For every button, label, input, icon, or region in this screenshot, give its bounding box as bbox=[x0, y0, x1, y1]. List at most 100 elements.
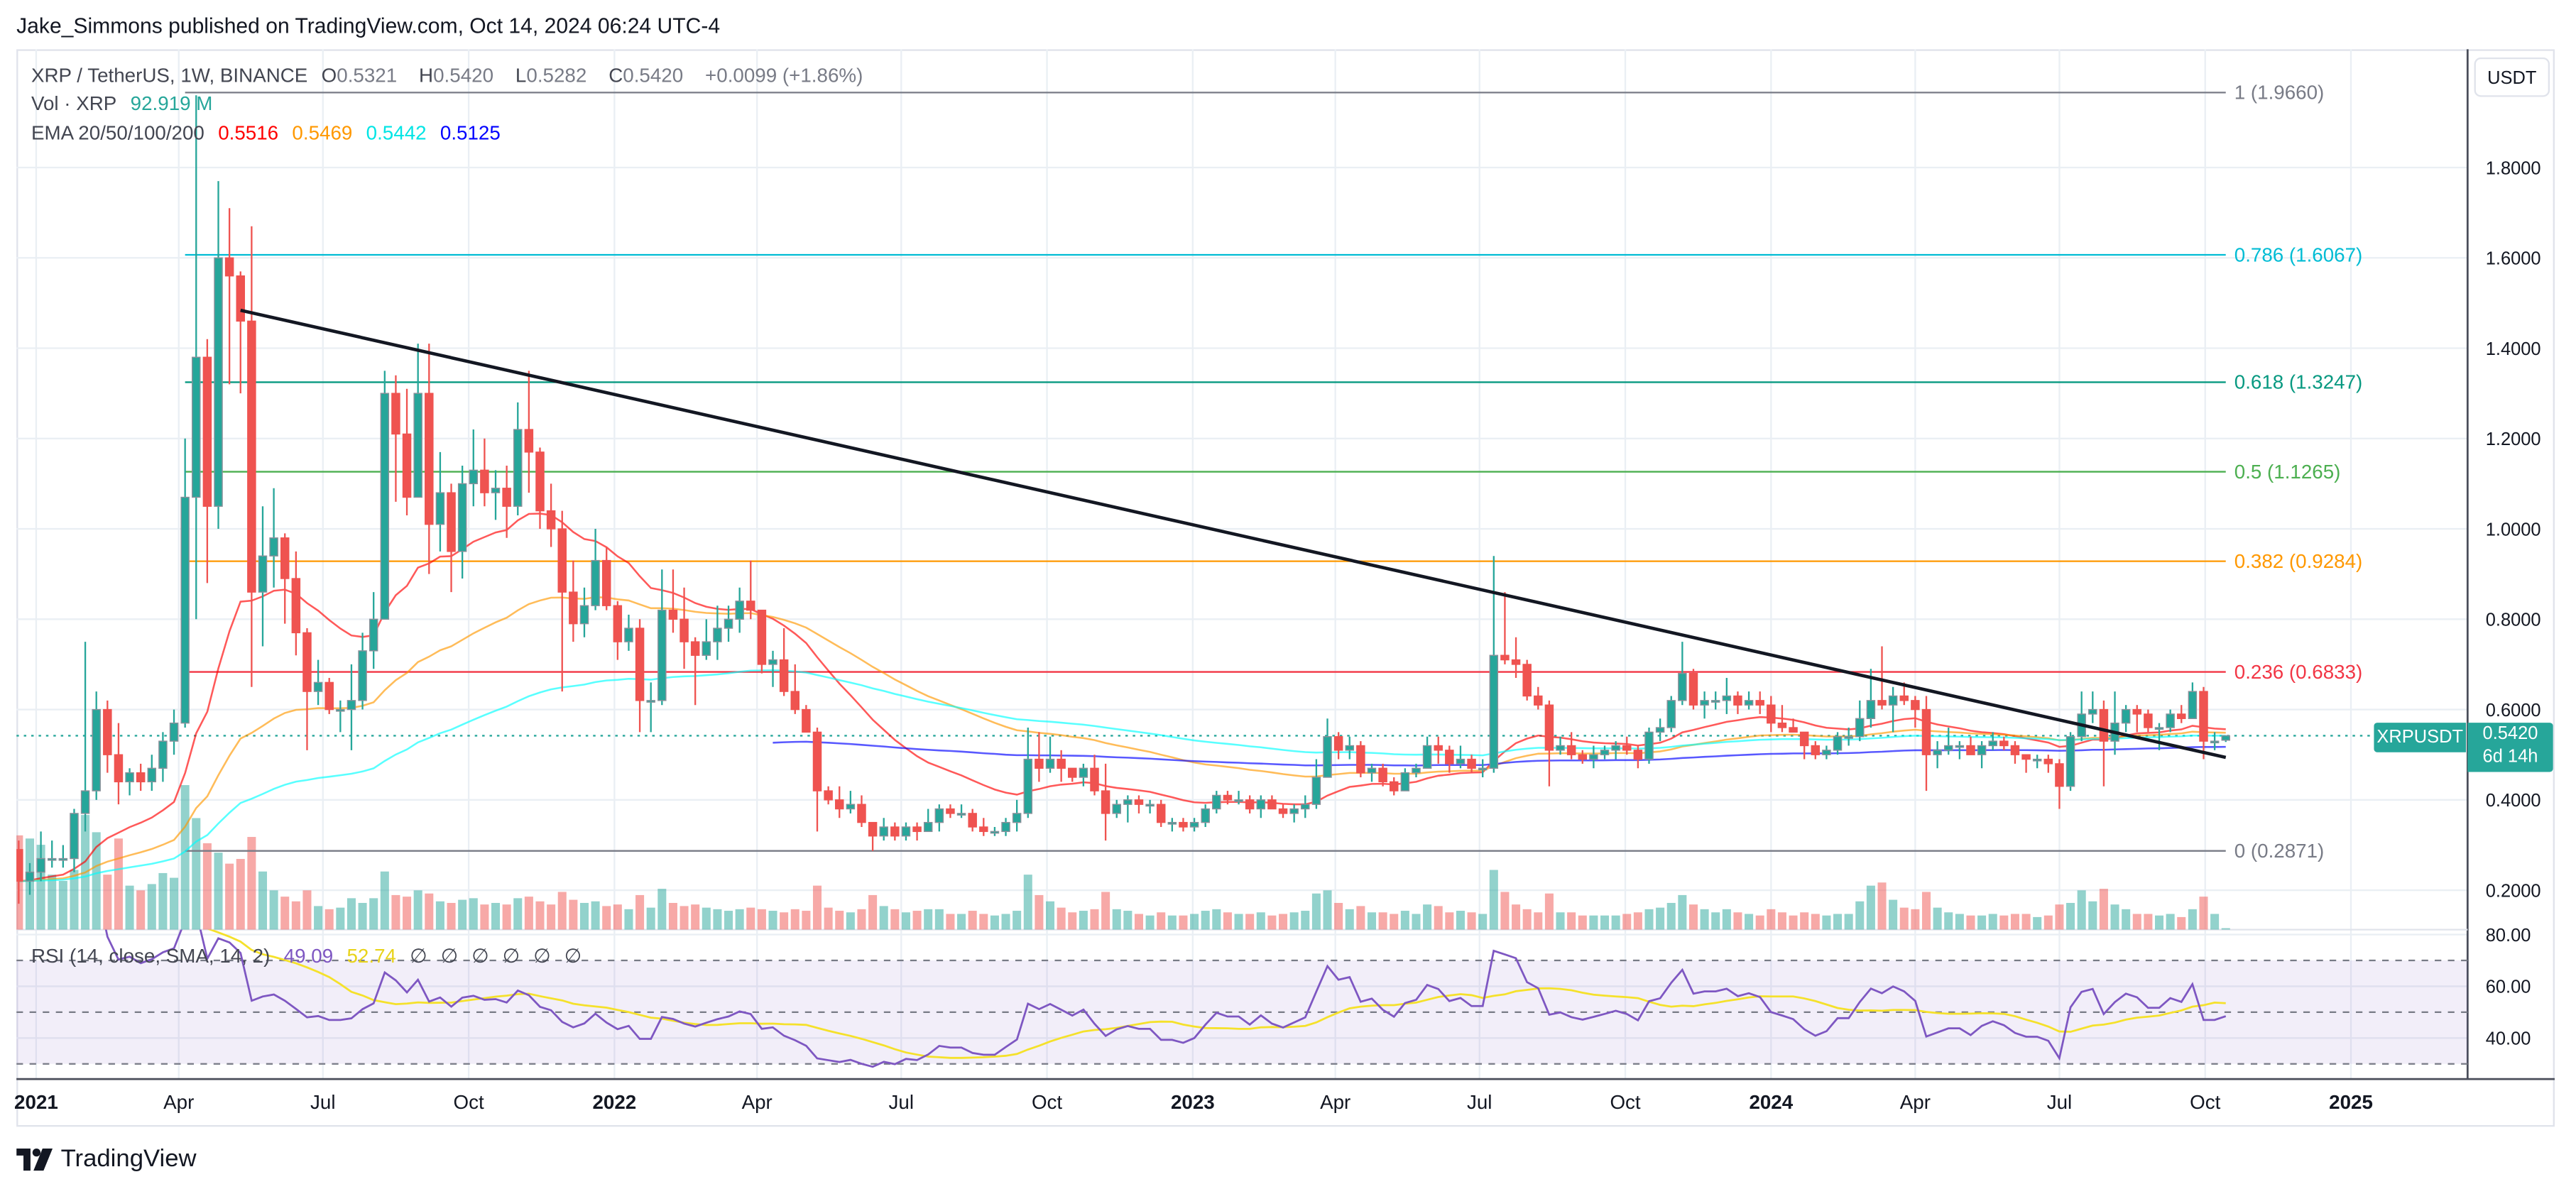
volume-bar bbox=[946, 914, 955, 930]
candle-body bbox=[103, 708, 112, 755]
volume-bar bbox=[158, 872, 168, 930]
volume-bar bbox=[380, 871, 389, 930]
volume-bar bbox=[812, 885, 822, 930]
candle bbox=[569, 560, 578, 642]
candle-body bbox=[1877, 700, 1887, 706]
candle bbox=[535, 447, 545, 530]
candle-body bbox=[912, 826, 922, 833]
rsi-label[interactable]: RSI (14, close, SMA, 14, 2) bbox=[31, 944, 271, 968]
candle-body bbox=[901, 826, 911, 837]
grid bbox=[16, 49, 2468, 1080]
candle-body bbox=[2121, 708, 2131, 724]
volume-bar bbox=[2110, 904, 2119, 930]
candle bbox=[413, 344, 422, 498]
candle bbox=[601, 547, 611, 610]
candle-body bbox=[1023, 758, 1033, 814]
volume-bar bbox=[802, 911, 811, 930]
candle bbox=[680, 587, 689, 669]
symbol-legend: XRP / TetherUS, 1W, BINANCE O0.5321 H0.5… bbox=[31, 64, 871, 87]
fib-level-label: 0.618 (1.3247) bbox=[2234, 371, 2363, 393]
candle-body bbox=[1767, 704, 1776, 724]
candle bbox=[713, 606, 722, 660]
volume-bar bbox=[48, 875, 57, 930]
candle bbox=[1722, 678, 1732, 714]
volume-bar bbox=[890, 909, 900, 930]
candle bbox=[92, 691, 101, 800]
candle-body bbox=[313, 681, 323, 692]
candle bbox=[1943, 728, 1953, 755]
volume-bar bbox=[2122, 909, 2131, 930]
volume-bar bbox=[691, 904, 700, 930]
volume-bar bbox=[901, 912, 910, 930]
candle-body bbox=[2144, 713, 2153, 728]
volume-bar bbox=[1467, 912, 1476, 930]
candle bbox=[1833, 732, 1843, 755]
candle bbox=[2065, 732, 2075, 791]
candle bbox=[1767, 696, 1776, 733]
rsi-tick-label: 40.00 bbox=[2486, 1029, 2531, 1049]
candle-body bbox=[2177, 713, 2186, 719]
candle-body bbox=[480, 469, 489, 493]
rsi-empty-value: ∅ bbox=[410, 944, 427, 968]
volume-bar bbox=[1700, 909, 1709, 930]
volume-bar bbox=[1678, 894, 1687, 930]
volume-bar bbox=[1400, 911, 1409, 930]
volume-bar bbox=[1134, 914, 1143, 930]
volume-bar bbox=[924, 909, 933, 930]
volume-bar bbox=[1013, 911, 1022, 930]
ema-label[interactable]: EMA 20/50/100/200 bbox=[31, 121, 204, 145]
rsi-empty-value: ∅ bbox=[502, 944, 520, 968]
symbol-title[interactable]: XRP / TetherUS, 1W, BINANCE bbox=[31, 64, 308, 87]
candle-body bbox=[524, 429, 534, 453]
candle-body bbox=[579, 605, 589, 625]
volume-bar bbox=[1899, 907, 1909, 930]
candle bbox=[447, 483, 456, 593]
volume-bar bbox=[957, 914, 966, 930]
volume-bar bbox=[336, 907, 345, 930]
fib-level-label: 1 (1.9660) bbox=[2234, 82, 2325, 104]
volume-bar bbox=[1167, 915, 1177, 930]
candle bbox=[1755, 691, 1764, 714]
ema100-value: 0.5442 bbox=[366, 121, 427, 145]
candle bbox=[1412, 763, 1421, 778]
tradingview-logo[interactable]: TradingView bbox=[16, 1145, 197, 1173]
volume-bar bbox=[757, 909, 766, 930]
candle bbox=[1467, 755, 1476, 773]
candle bbox=[1966, 736, 1975, 755]
candle-body bbox=[857, 804, 866, 823]
candle bbox=[25, 862, 35, 895]
candle-body bbox=[968, 813, 977, 828]
candle-body bbox=[1311, 777, 1321, 805]
volume-bar bbox=[1123, 911, 1133, 930]
rsi-legend: RSI (14, close, SMA, 14, 2) 49.09 52.74 … bbox=[31, 944, 590, 967]
volume-bar bbox=[225, 863, 234, 930]
candle-body bbox=[1389, 781, 1399, 791]
volume-bar bbox=[413, 890, 422, 930]
candle-body bbox=[1644, 731, 1654, 760]
volume-bar bbox=[557, 892, 567, 930]
candle bbox=[80, 642, 90, 832]
currency-button[interactable]: USDT bbox=[2474, 57, 2550, 97]
candle-body bbox=[224, 257, 234, 277]
candle bbox=[336, 700, 345, 733]
candle-body bbox=[180, 496, 190, 724]
candle bbox=[946, 804, 955, 818]
candle-body bbox=[125, 772, 134, 783]
candle-body bbox=[435, 492, 445, 525]
candle-body bbox=[934, 808, 944, 823]
candle bbox=[1589, 745, 1598, 769]
candle bbox=[1977, 741, 1987, 769]
volume-bar bbox=[2088, 901, 2097, 930]
volume-label[interactable]: Vol · XRP bbox=[31, 92, 117, 115]
volume-bar bbox=[1367, 912, 1377, 930]
candle-body bbox=[546, 510, 556, 530]
volume-bar bbox=[979, 914, 988, 930]
rsi-empty-value: ∅ bbox=[471, 944, 489, 968]
volume-bar bbox=[735, 909, 744, 930]
volume-bar bbox=[403, 897, 412, 930]
candle-body bbox=[136, 772, 146, 783]
volume-bar bbox=[1600, 915, 1610, 930]
candle bbox=[768, 650, 777, 687]
